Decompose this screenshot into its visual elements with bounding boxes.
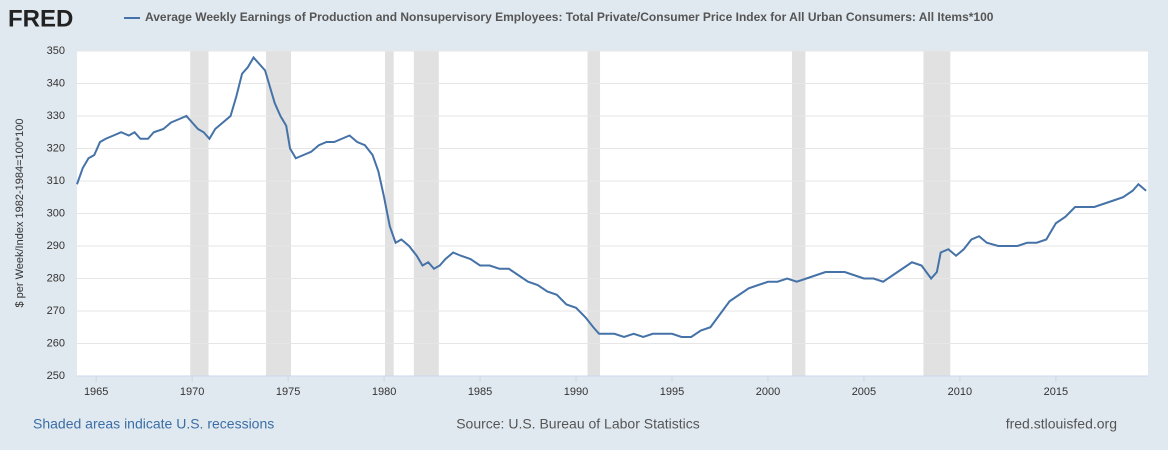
legend-label: Average Weekly Earnings of Production an… [145, 10, 994, 24]
x-tick-label: 1975 [276, 386, 300, 398]
x-tick-label: 2015 [1044, 386, 1068, 398]
y-tick-label: 320 [47, 142, 65, 154]
y-tick-label: 340 [47, 77, 65, 89]
y-tick-label: 290 [47, 240, 65, 252]
footer-note: Shaded areas indicate U.S. recessions [33, 416, 274, 432]
x-tick-label: 2005 [852, 386, 876, 398]
y-tick-label: 350 [47, 45, 65, 57]
x-tick-label: 1995 [660, 386, 684, 398]
y-tick-label: 250 [47, 370, 65, 382]
footer-source: Source: U.S. Bureau of Labor Statistics [456, 416, 700, 432]
x-tick-label: 1990 [564, 386, 588, 398]
y-tick-label: 300 [47, 207, 65, 219]
footer-url: fred.stlouisfed.org [1006, 416, 1117, 432]
x-tick-label: 1980 [372, 386, 396, 398]
y-tick-label: 330 [47, 110, 65, 122]
y-tick-label: 270 [47, 305, 65, 317]
y-tick-label: 310 [47, 175, 65, 187]
x-tick-label: 1965 [84, 386, 108, 398]
data-line [76, 55, 1147, 339]
y-tick-label: 260 [47, 337, 65, 349]
x-tick-label: 2000 [756, 386, 780, 398]
brand-logo: FRED [8, 5, 73, 32]
x-tick-label: 1970 [180, 386, 204, 398]
x-tick-label: 1985 [468, 386, 492, 398]
x-tick-label: 2010 [948, 386, 972, 398]
y-axis-label: $ per Week/Index 1982-1984=100*100 [14, 118, 26, 307]
y-tick-label: 280 [47, 272, 65, 284]
